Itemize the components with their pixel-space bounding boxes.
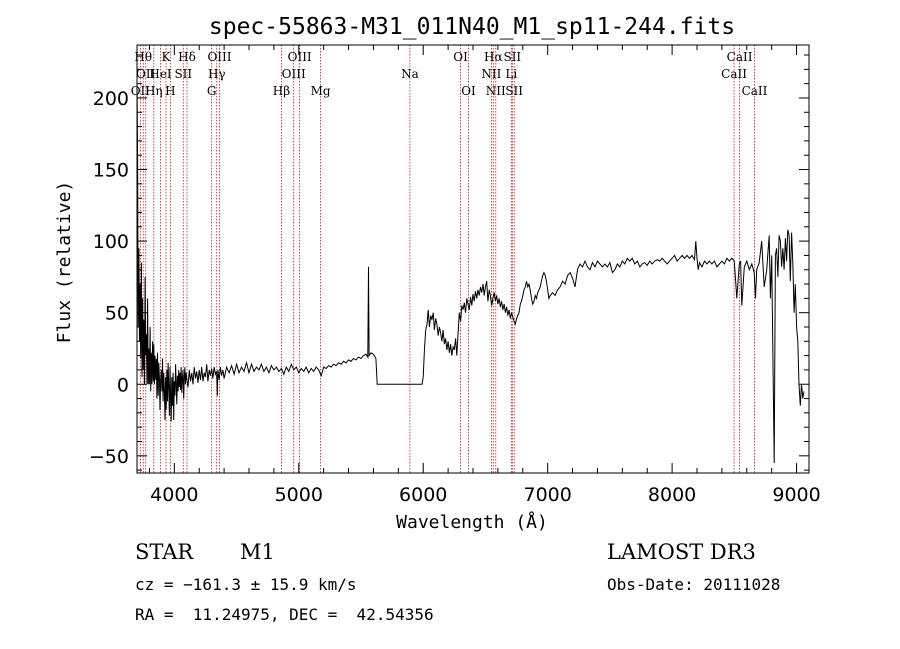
x-tick-label: 5000 [275,484,323,506]
survey-label: LAMOST DR3 [607,540,756,564]
line-label: OIII [282,67,306,81]
line-label: OII [136,67,156,81]
x-tick-label: 6000 [399,484,447,506]
x-axis: 4000 5000 6000 7000 8000 9000 [148,45,821,506]
y-tick-label: 150 [93,160,129,182]
line-label: OIII [288,50,312,64]
line-label: Li [505,67,517,81]
y-axis: −50 0 50 100 150 200 [89,54,809,471]
y-tick-label: 50 [105,303,129,325]
x-tick-label: 9000 [772,484,820,506]
line-label: Hδ [178,50,196,64]
class-label: STAR [135,540,194,564]
line-label: Mg [311,84,331,98]
line-label: Hη [145,84,163,98]
y-tick-label: −50 [89,446,129,468]
subclass-label: M1 [240,540,275,564]
y-tick-label: 200 [93,88,129,110]
x-tick-label: 8000 [648,484,696,506]
spectrum-line [136,80,805,464]
line-label: Hθ [134,50,152,64]
line-label: HeI [149,67,172,81]
line-label: CaII [742,84,768,98]
coordinates: RA = 11.24975, DEC = 42.54356 [135,605,434,624]
x-tick-label: 4000 [150,484,198,506]
line-label: SII [503,50,521,64]
y-tick-label: 0 [117,374,129,396]
line-label: SII [505,84,523,98]
line-label: OII [131,84,151,98]
y-tick-label: 100 [93,231,129,253]
line-label: Hα [484,50,503,64]
line-label: K [162,50,172,64]
line-label: CaII [721,67,747,81]
line-label: NII [486,84,506,98]
line-label: G [207,84,217,98]
chart-title: spec-55863-M31_011N40_M1_sp11-244.fits [209,14,735,40]
redshift-velocity: cz = −161.3 ± 15.9 km/s [135,575,357,594]
line-label: Hγ [208,67,226,81]
line-label: NII [481,67,501,81]
line-labels: OIIHθOIIHηHeIKHSIIHδGHγOIIIHβOIIIOIIIMgN… [131,50,768,98]
line-label: SII [174,67,192,81]
line-label: OI [453,50,468,64]
line-label: H [165,84,175,98]
x-axis-label: Wavelength (Å) [396,511,548,533]
line-label: Na [401,67,419,81]
line-label: OI [461,84,476,98]
plot-frame [136,44,810,474]
line-markers [139,45,755,473]
observation-date: Obs-Date: 20111028 [607,575,781,594]
line-label: OIII [207,50,231,64]
line-label: CaII [727,50,753,64]
x-tick-label: 7000 [523,484,571,506]
y-axis-label: Flux (relative) [54,181,75,344]
line-label: Hβ [273,84,290,98]
